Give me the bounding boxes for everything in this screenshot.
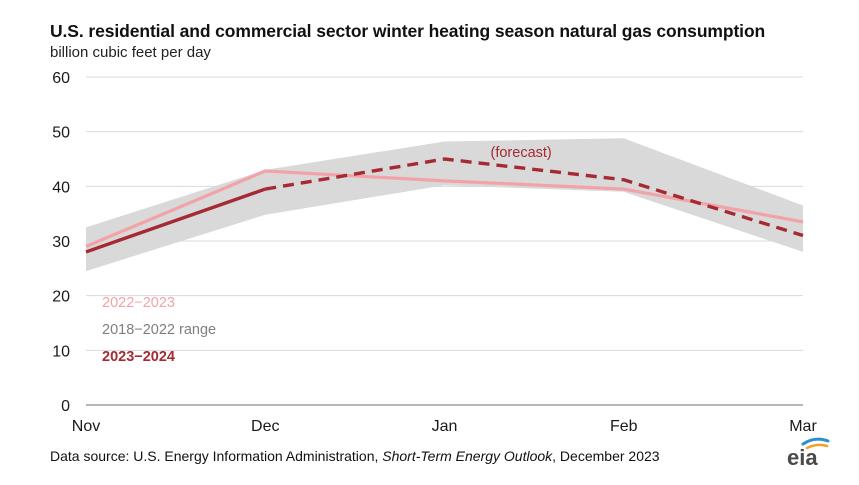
- x-tick-label-nov: Nov: [72, 418, 100, 435]
- x-tick-label-mar: Mar: [789, 418, 817, 435]
- y-tick-label-40: 40: [52, 179, 70, 196]
- eia-logo: eia: [787, 437, 830, 470]
- y-tick-label-50: 50: [52, 125, 70, 142]
- chart-title: U.S. residential and commercial sector w…: [50, 21, 766, 41]
- legend-range: 2018−2022 range: [102, 322, 217, 338]
- x-tick-label-dec: Dec: [251, 418, 279, 435]
- y-tick-label-10: 10: [52, 343, 70, 360]
- series-line-2023-2024-forecast: [264, 157, 804, 238]
- y-tick-label-60: 60: [52, 70, 70, 87]
- y-tick-label-0: 0: [61, 398, 70, 415]
- source-title: Short-Term Energy Outlook: [382, 448, 553, 464]
- forecast-annotation: (forecast): [491, 145, 552, 161]
- y-axis-label: billion cubic feet per day: [50, 44, 211, 61]
- source-suffix: , December 2023: [552, 448, 660, 464]
- x-tick-label-feb: Feb: [610, 418, 638, 435]
- legend-2022-2023: 2022−2023: [102, 295, 175, 311]
- data-source-note: Data source: U.S. Energy Information Adm…: [50, 448, 660, 464]
- series-line-2022-2023: [85, 169, 804, 248]
- x-tick-label-jan: Jan: [432, 418, 458, 435]
- series-line-2023-2024-actual: [85, 187, 266, 254]
- legend-2023-2024: 2023−2024: [102, 349, 175, 365]
- source-prefix: Data source: U.S. Energy Information Adm…: [50, 448, 383, 464]
- eia-logo-text: eia: [787, 445, 818, 470]
- y-tick-label-20: 20: [52, 289, 70, 306]
- y-tick-label-30: 30: [52, 234, 70, 251]
